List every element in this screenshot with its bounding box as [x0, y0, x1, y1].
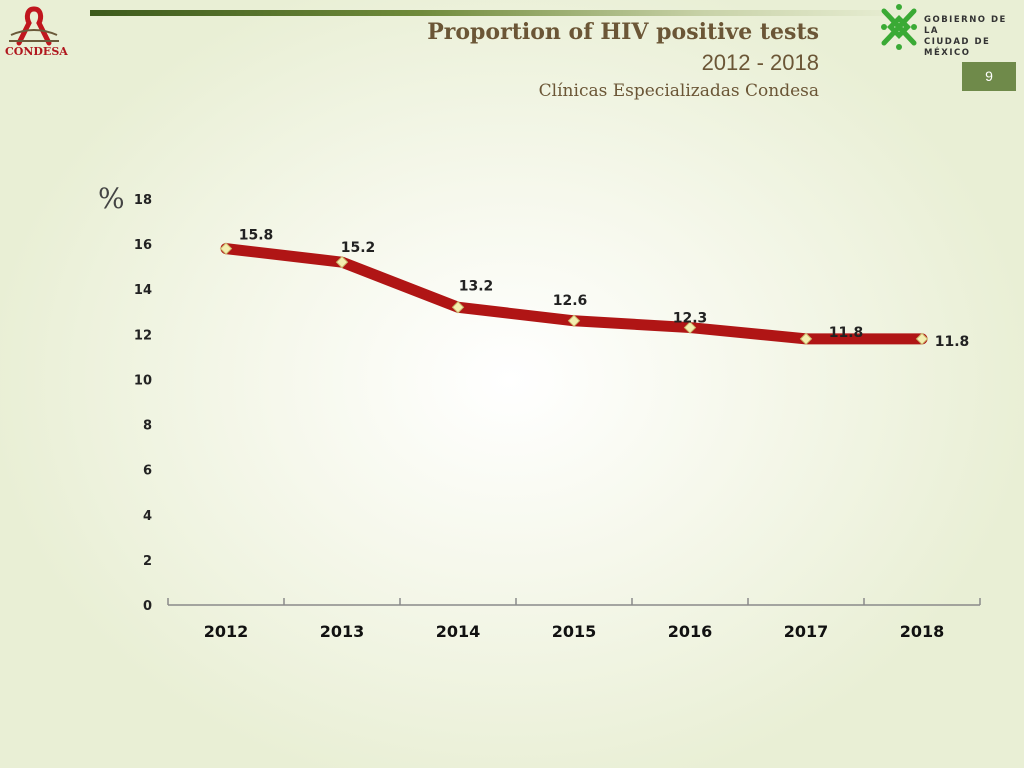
data-label: 11.8: [829, 325, 864, 341]
x-tick-label: 2014: [436, 622, 481, 641]
y-tick-label: 2: [143, 554, 152, 569]
y-axis-label: %: [98, 182, 125, 215]
y-tick-label: 16: [134, 238, 152, 253]
data-point-marker: [567, 314, 581, 328]
y-tick-label: 4: [143, 509, 152, 524]
x-tick-label: 2013: [320, 622, 365, 641]
data-label: 12.6: [553, 293, 588, 309]
gov-logo-text: GOBIERNO DE LA CIUDAD DE MÉXICO: [924, 15, 1024, 59]
cdmx-emblem-icon: [881, 4, 917, 50]
gov-logo-line1: GOBIERNO DE LA: [924, 15, 1007, 36]
data-label: 11.8: [935, 334, 970, 350]
red-ribbon-icon: [9, 6, 59, 46]
data-point-marker: [799, 332, 813, 346]
data-point-marker: [219, 242, 233, 255]
slide-title: Proportion of HIV positive tests: [427, 19, 819, 45]
x-tick-label: 2018: [900, 622, 945, 641]
gov-logo-line2: CIUDAD DE MÉXICO: [924, 37, 991, 58]
condesa-logo: CONDESA: [5, 5, 68, 60]
y-tick-label: 8: [143, 419, 152, 434]
slide-years: 2012 - 2018: [701, 50, 819, 75]
y-tick-label: 12: [134, 328, 152, 343]
data-label: 15.2: [341, 240, 376, 256]
x-tick-label: 2016: [668, 622, 713, 641]
y-tick-label: 14: [134, 283, 152, 298]
data-label: 15.8: [239, 228, 274, 244]
x-tick-label: 2015: [552, 622, 597, 641]
y-tick-label: 6: [143, 464, 152, 479]
x-tick-label: 2012: [204, 622, 249, 641]
y-tick-label: 10: [134, 373, 152, 388]
data-label: 13.2: [459, 278, 494, 294]
data-point-marker: [915, 332, 929, 346]
slide-clinic: Clínicas Especializadas Condesa: [538, 81, 819, 101]
y-tick-label: 18: [134, 193, 152, 208]
y-tick-label: 0: [143, 599, 152, 614]
data-point-marker: [335, 255, 349, 269]
title-block: Proportion of HIV positive tests 2012 - …: [427, 16, 819, 104]
header-rule: [90, 10, 910, 16]
page-number-badge: 9: [962, 62, 1016, 91]
condesa-brand-text: CONDESA: [5, 45, 68, 58]
data-point-marker: [683, 321, 697, 334]
data-point-marker: [451, 301, 465, 314]
data-label: 12.3: [673, 311, 708, 327]
x-tick-label: 2017: [784, 622, 829, 641]
